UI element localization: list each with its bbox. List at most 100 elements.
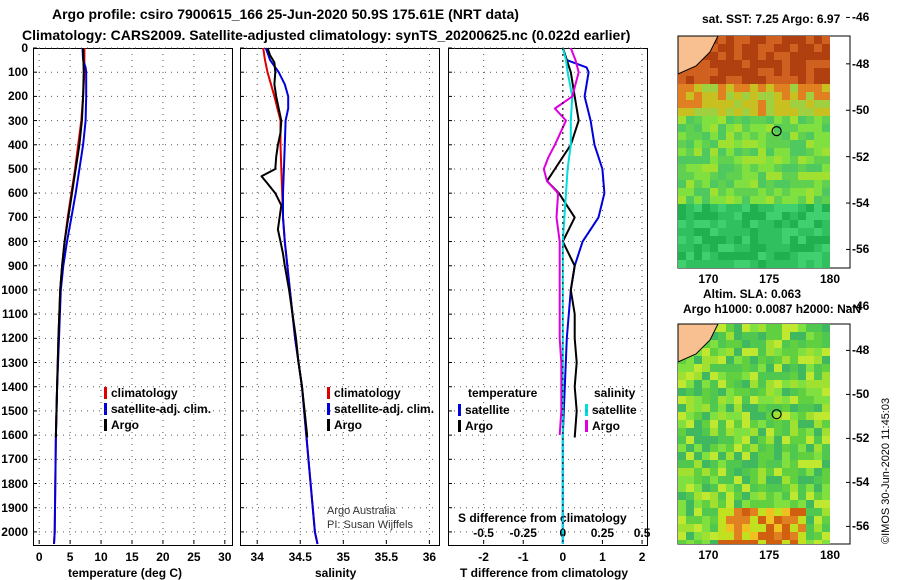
map-cell: [758, 108, 766, 116]
sdiff-tick-label: -0.25: [509, 526, 537, 540]
map-cell: [750, 468, 758, 476]
map-cell: [782, 212, 790, 220]
map-cell: [750, 252, 758, 260]
map-cell: [758, 180, 766, 188]
depth-tick-label: 1700: [1, 452, 28, 467]
map-cell: [686, 84, 694, 92]
map-cell: [718, 404, 726, 412]
map-cell: [718, 500, 726, 508]
map-cell: [806, 436, 814, 444]
map-cell: [750, 380, 758, 388]
map-cell: [694, 412, 702, 420]
map-cell: [782, 404, 790, 412]
map-cell: [726, 492, 734, 500]
map-cell: [710, 388, 718, 396]
map-cell: [814, 252, 822, 260]
map-cell: [806, 428, 814, 436]
map-cell: [702, 524, 710, 532]
map-cell: [790, 52, 798, 60]
series-temperature-argo: [546, 47, 580, 438]
map-cell: [822, 140, 830, 148]
map-cell: [790, 108, 798, 116]
map-cell: [694, 356, 702, 364]
map-cell: [678, 84, 686, 92]
map-cell: [694, 228, 702, 236]
map-cell: [686, 252, 694, 260]
map-cell: [686, 132, 694, 140]
map-cell: [686, 508, 694, 516]
map-cell: [806, 412, 814, 420]
map-cell: [758, 76, 766, 84]
map-cell: [814, 524, 822, 532]
map-cell: [758, 116, 766, 124]
map-cell: [726, 340, 734, 348]
map-cell: [822, 60, 830, 68]
map-cell: [822, 124, 830, 132]
map-cell: [726, 164, 734, 172]
map-cell: [678, 508, 686, 516]
map-cell: [782, 108, 790, 116]
map-cell: [822, 492, 830, 500]
map-cell: [686, 436, 694, 444]
map-cell: [718, 468, 726, 476]
map-cell: [806, 420, 814, 428]
depth-tick-label: 100: [7, 65, 28, 80]
map-cell: [822, 484, 830, 492]
map-cell: [806, 204, 814, 212]
map-cell: [758, 172, 766, 180]
map-cell: [702, 140, 710, 148]
map-cell: [758, 428, 766, 436]
map-cell: [814, 84, 822, 92]
map-cell: [766, 460, 774, 468]
salinity-panel: [240, 48, 440, 546]
map-cell: [686, 260, 694, 268]
map-cell: [758, 476, 766, 484]
map-cell: [766, 36, 774, 44]
map-cell: [678, 412, 686, 420]
map-cell: [718, 116, 726, 124]
map-cell: [758, 188, 766, 196]
map-cell: [774, 44, 782, 52]
map-cell: [822, 220, 830, 228]
map-cell: [782, 540, 790, 544]
legend-climatology-sal: climatology: [327, 386, 401, 400]
map-cell: [694, 436, 702, 444]
map-cell: [742, 364, 750, 372]
map-cell: [710, 92, 718, 100]
map-cell: [814, 332, 822, 340]
depth-tick-label: 1500: [1, 403, 28, 418]
map-cell: [758, 460, 766, 468]
map-cell: [766, 68, 774, 76]
x-tick-label: -1: [517, 550, 529, 564]
map-cell: [790, 36, 798, 44]
map-cell: [686, 444, 694, 452]
depth-tick-label: 0: [21, 41, 28, 55]
map-cell: [814, 164, 822, 172]
sst-map-title: sat. SST: 7.25 Argo: 6.97: [702, 12, 841, 26]
map-cell: [822, 412, 830, 420]
map-cell: [718, 164, 726, 172]
map-cell: [686, 452, 694, 460]
map-cell: [694, 372, 702, 380]
map-cell: [742, 532, 750, 540]
map-cell: [798, 108, 806, 116]
legend-argo: Argo: [104, 418, 139, 432]
map-cell: [686, 180, 694, 188]
map-cell: [758, 212, 766, 220]
map-cell: [814, 108, 822, 116]
map-cell: [758, 156, 766, 164]
map-cell: [678, 444, 686, 452]
map-cell: [678, 108, 686, 116]
map-cell: [790, 332, 798, 340]
map-cell: [742, 460, 750, 468]
map-cell: [758, 148, 766, 156]
map-cell: [694, 380, 702, 388]
map-cell: [798, 100, 806, 108]
map-cell: [758, 468, 766, 476]
map-cell: [686, 372, 694, 380]
map-cell: [822, 164, 830, 172]
map-cell: [750, 132, 758, 140]
map-cell: [766, 532, 774, 540]
map-cell: [790, 244, 798, 252]
map-cell: [806, 396, 814, 404]
